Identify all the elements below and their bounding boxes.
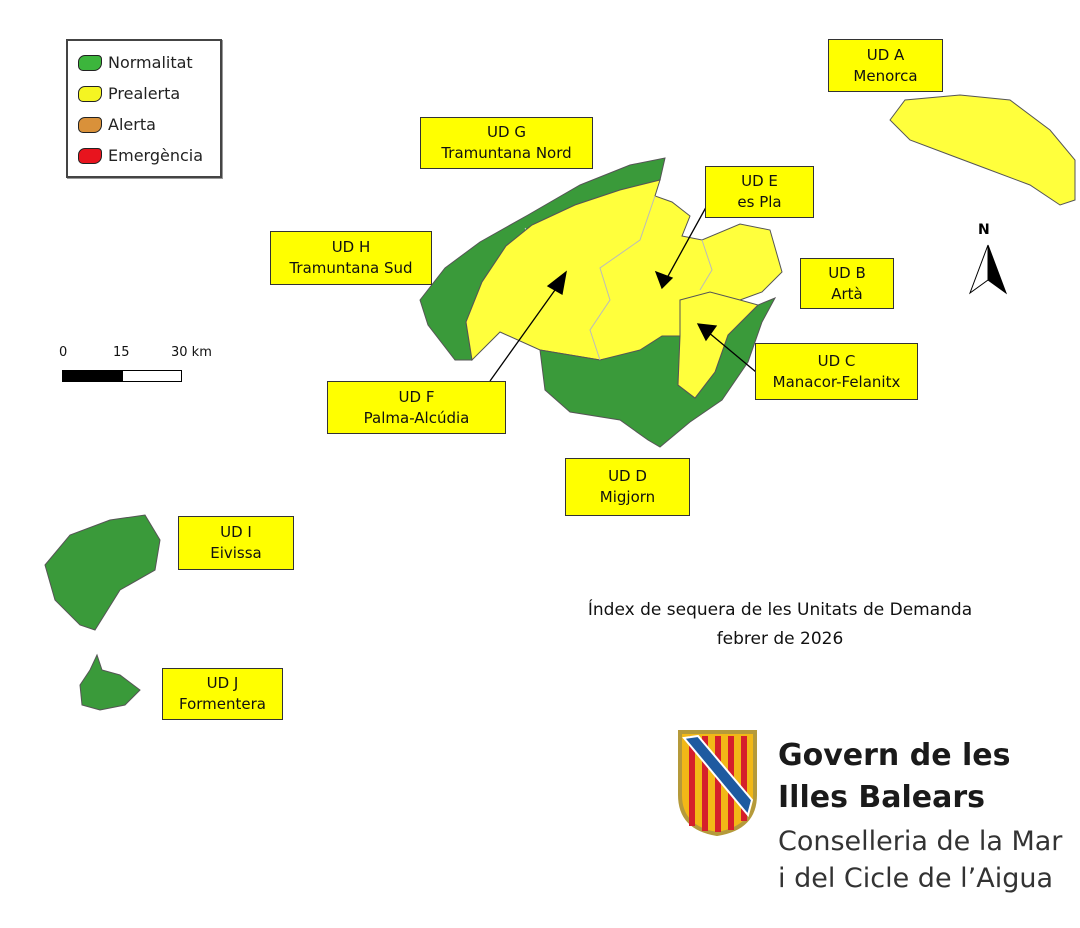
label-ud-h: UD H Tramuntana Sud	[270, 231, 432, 285]
legend-label: Emergència	[108, 146, 204, 165]
logo-department: Conselleria de la Mar	[778, 826, 1063, 857]
unit-code: UD I	[220, 523, 252, 541]
label-ud-i: UD I Eivissa	[178, 516, 294, 570]
label-ud-j: UD J Formentera	[162, 668, 283, 720]
unit-code: UD F	[398, 387, 435, 406]
government-logo-text: Govern de les Illes Balears Conselleria …	[778, 735, 1062, 897]
label-ud-e: UD E es Pla	[705, 166, 814, 218]
label-ud-d: UD D Migjorn	[565, 458, 690, 516]
unit-name: Eivissa	[210, 544, 262, 562]
caption-date: febrer de 2026	[716, 629, 844, 649]
orange-swatch-icon	[78, 116, 102, 133]
logo-line: Illes Balears	[778, 780, 986, 815]
red-swatch-icon	[78, 147, 102, 164]
region-manacor-felanitx	[677, 291, 759, 399]
scale-tick: 15	[113, 345, 130, 360]
unit-name: es Pla	[737, 193, 782, 211]
caption-title: Índex de sequera de les Unitats de Deman…	[587, 600, 973, 620]
island-menorca	[889, 94, 1076, 206]
legend-item-prealerta: Prealerta	[68, 78, 220, 109]
scale-tick: 30 km	[171, 345, 212, 360]
unit-name: Artà	[831, 284, 863, 303]
scale-tick: 0	[59, 345, 68, 360]
green-swatch-icon	[78, 54, 102, 71]
island-formentera	[79, 653, 141, 711]
island-eivissa	[44, 514, 161, 631]
legend-label: Alerta	[108, 115, 156, 134]
unit-code: UD A	[866, 45, 905, 64]
logo-line: Govern de les	[778, 738, 1011, 773]
unit-name: Migjorn	[599, 488, 656, 506]
north-arrow-icon	[968, 244, 1008, 295]
legend-label: Normalitat	[108, 53, 193, 72]
unit-name: Formentera	[179, 695, 266, 713]
unit-code: UD C	[817, 351, 856, 370]
legend: Normalitat Prealerta Alerta Emergència	[66, 39, 222, 178]
label-ud-c: UD C Manacor-Felanitx	[755, 343, 918, 400]
unit-name: Menorca	[853, 66, 918, 85]
label-ud-f: UD F Palma-Alcúdia	[327, 381, 506, 434]
unit-code: UD B	[828, 263, 866, 282]
legend-item-normalitat: Normalitat	[68, 47, 220, 78]
legend-item-alerta: Alerta	[68, 109, 220, 140]
label-ud-a: UD A Menorca	[828, 39, 943, 92]
label-ud-b: UD B Artà	[800, 258, 894, 309]
legend-label: Prealerta	[108, 84, 181, 103]
unit-name: Palma-Alcúdia	[363, 408, 470, 427]
unit-code: UD D	[608, 467, 647, 485]
unit-name: Tramuntana Nord	[441, 144, 572, 162]
pointer-arrows	[489, 199, 757, 382]
unit-code: UD G	[487, 123, 526, 141]
unit-name: Tramuntana Sud	[289, 259, 413, 277]
unit-code: UD J	[206, 674, 239, 692]
boundaries	[589, 195, 656, 361]
map-caption: Índex de sequera de les Unitats de Deman…	[540, 596, 1020, 654]
label-ud-g: UD G Tramuntana Nord	[420, 117, 593, 169]
balearic-shield-logo	[678, 730, 757, 837]
region-migjorn	[539, 297, 777, 448]
yellow-swatch-icon	[78, 85, 102, 102]
unit-name: Manacor-Felanitx	[772, 372, 901, 391]
north-label: N	[978, 222, 990, 238]
unit-code: UD H	[331, 238, 371, 256]
logo-department: i del Cicle de l’Aigua	[778, 863, 1053, 894]
boundaries	[699, 239, 713, 291]
legend-item-emergencia: Emergència	[68, 140, 220, 171]
scale-bar-graphic	[62, 370, 182, 382]
unit-code: UD E	[741, 172, 778, 190]
